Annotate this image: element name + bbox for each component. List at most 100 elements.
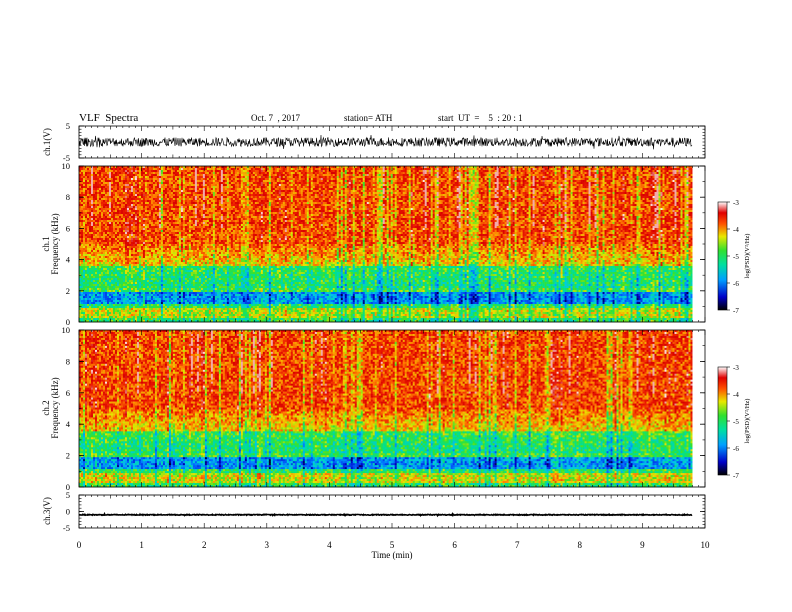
ch1-cell <box>188 276 192 279</box>
ch1-cell <box>98 302 102 305</box>
ch1-cell <box>182 194 186 197</box>
ch1-cell <box>142 258 146 261</box>
ch1-cell <box>172 218 176 221</box>
ch1-cell <box>164 320 168 323</box>
ch1-cell <box>126 304 130 307</box>
ch1-cell <box>112 316 116 319</box>
ch1-cell <box>100 246 104 249</box>
ch1-cell <box>136 282 140 285</box>
ch1-cell <box>79 318 82 321</box>
ch1-cell <box>92 248 96 251</box>
ch1-cell <box>198 320 202 323</box>
ch1-cell <box>196 186 200 189</box>
ch1-cell <box>180 206 184 209</box>
ch1-cell <box>81 198 84 201</box>
ch1-cell <box>142 198 146 201</box>
ch1-cell <box>81 186 84 189</box>
ch1-cell <box>152 194 156 197</box>
ch1-cell <box>198 250 202 253</box>
ch1-cell <box>90 304 94 307</box>
ch1-cell <box>150 176 154 179</box>
ch1-cell <box>164 260 168 263</box>
ch1-cell <box>164 172 168 175</box>
ch1-cell <box>194 212 198 215</box>
ch1-cell <box>150 318 154 321</box>
ch1-cell <box>102 310 106 313</box>
ch1-cell <box>144 176 148 179</box>
ch1-cell <box>98 192 102 195</box>
ch1-cell <box>102 182 106 185</box>
ch1-cell <box>202 256 206 259</box>
ch1-cell <box>180 298 184 301</box>
ch1-cell <box>194 198 198 201</box>
ch1-cell <box>196 296 200 299</box>
ch1-cell <box>118 290 122 293</box>
ch1-cell <box>168 290 172 293</box>
ch1-cell <box>200 278 204 281</box>
ch1-cell <box>162 220 166 223</box>
ch1-cell <box>124 208 128 211</box>
ch1-cell <box>98 258 102 261</box>
ch1-cell <box>136 190 140 193</box>
ch1-cell <box>120 238 124 241</box>
ch1-cell <box>116 208 120 211</box>
ch1-cell <box>94 268 98 271</box>
ch1-cell <box>188 202 192 205</box>
ch1-cell <box>126 254 130 257</box>
ch1-cell <box>180 246 184 249</box>
ch1-cell <box>172 306 176 309</box>
ch1-cell <box>182 254 186 257</box>
ch1-cell <box>94 270 98 273</box>
ch1-cell <box>154 272 158 275</box>
ch1-cell <box>194 258 198 261</box>
ch1-cell <box>114 188 118 191</box>
ch1-cell <box>180 220 184 223</box>
ch1-cell <box>170 304 174 307</box>
ch1-cell <box>196 298 200 301</box>
ch1-cell <box>124 214 128 217</box>
ch1-cell <box>154 214 158 217</box>
ch1-cell <box>204 180 208 183</box>
ch1-cell <box>114 290 118 293</box>
ch1-cell <box>88 250 92 253</box>
ch1-cell <box>184 188 188 191</box>
ch1-cell <box>126 260 130 263</box>
ch1-cell <box>160 238 164 241</box>
ch1-cell <box>166 212 170 215</box>
ch1-cell <box>150 308 154 311</box>
ch1-cell <box>200 226 204 229</box>
ch1-cell <box>120 296 124 299</box>
ch1-cell <box>90 238 94 241</box>
ch1-cell <box>88 178 92 181</box>
ch1-cell <box>132 304 136 307</box>
ch1-cell <box>114 286 118 289</box>
ch1-cell <box>98 230 102 233</box>
ch1-cell <box>144 194 148 197</box>
ch1-cell <box>204 290 208 293</box>
ch1-cell <box>132 316 136 319</box>
ch1-cell <box>122 200 126 203</box>
ch1-cell <box>83 180 86 183</box>
ch1-cell <box>148 280 152 283</box>
ch1-cell <box>194 186 198 189</box>
ch1-cell <box>200 208 204 211</box>
ch1-cell <box>134 170 138 173</box>
ch1-cell <box>114 314 118 317</box>
ch1-cell <box>198 234 202 237</box>
ch1-cell <box>158 274 162 277</box>
ch1-cell <box>170 268 174 271</box>
ch1-cell <box>162 300 166 303</box>
ch1-cell <box>128 206 132 209</box>
ch1-cell <box>86 288 90 291</box>
ch1-cell <box>136 290 140 293</box>
ch1-cell <box>166 230 170 233</box>
ch1-cell <box>94 318 98 321</box>
ch1-cell <box>81 244 84 247</box>
ch1-cell <box>126 172 130 175</box>
ch1-cell <box>174 218 178 221</box>
ch1-cell <box>150 256 154 259</box>
ch1-cell <box>172 206 176 209</box>
ch1-cell <box>176 192 180 195</box>
ch1-cell <box>192 258 196 261</box>
ch1-cell <box>178 170 182 173</box>
